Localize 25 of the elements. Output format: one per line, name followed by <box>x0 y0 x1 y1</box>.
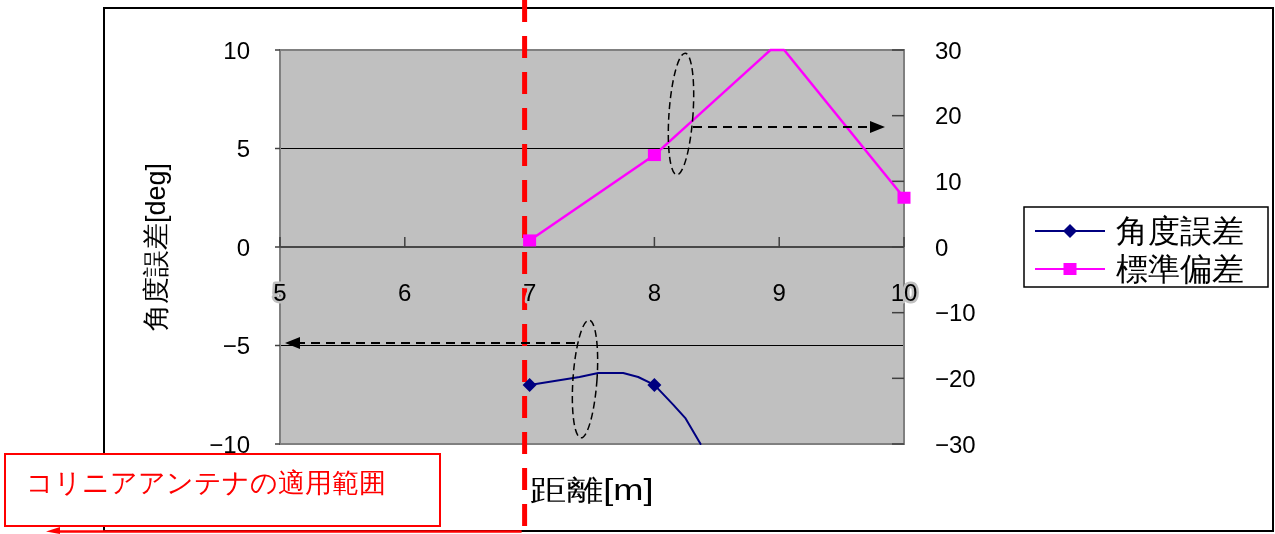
ref-line-label: コリニアアンテナの適用範囲 <box>26 468 386 498</box>
legend-label: 角度誤差 <box>1116 213 1244 249</box>
y-tick-label: −5 <box>222 332 250 359</box>
y-tick-label: 10 <box>223 36 250 64</box>
y-tick-label: 5 <box>236 135 250 162</box>
x-tick-label: 5 <box>273 278 287 306</box>
point <box>523 234 537 247</box>
x-tick-label: 9 <box>772 278 786 306</box>
y-axis-title: 角度誤差[deg] <box>141 162 171 332</box>
y-tick-label: 0 <box>236 233 250 261</box>
point <box>647 149 661 162</box>
y2-tick-label: −10 <box>935 299 976 327</box>
y-tick-label: −10 <box>209 430 250 458</box>
y2-tick-label: 20 <box>935 102 962 130</box>
legend-label: 標準偏差 <box>1116 251 1244 287</box>
x-tick-label: 6 <box>398 278 412 306</box>
x-axis-title: 距離[m] <box>530 473 654 507</box>
x-tick-label: 8 <box>647 278 662 306</box>
y2-tick-label: 10 <box>935 167 962 195</box>
point <box>897 191 911 204</box>
y2-tick-label: −20 <box>935 364 976 392</box>
y2-tick-label: −30 <box>935 430 976 458</box>
x-tick-label: 10 <box>890 278 918 306</box>
y2-tick-label: 30 <box>935 36 962 64</box>
y2-tick-label: 0 <box>935 233 949 261</box>
